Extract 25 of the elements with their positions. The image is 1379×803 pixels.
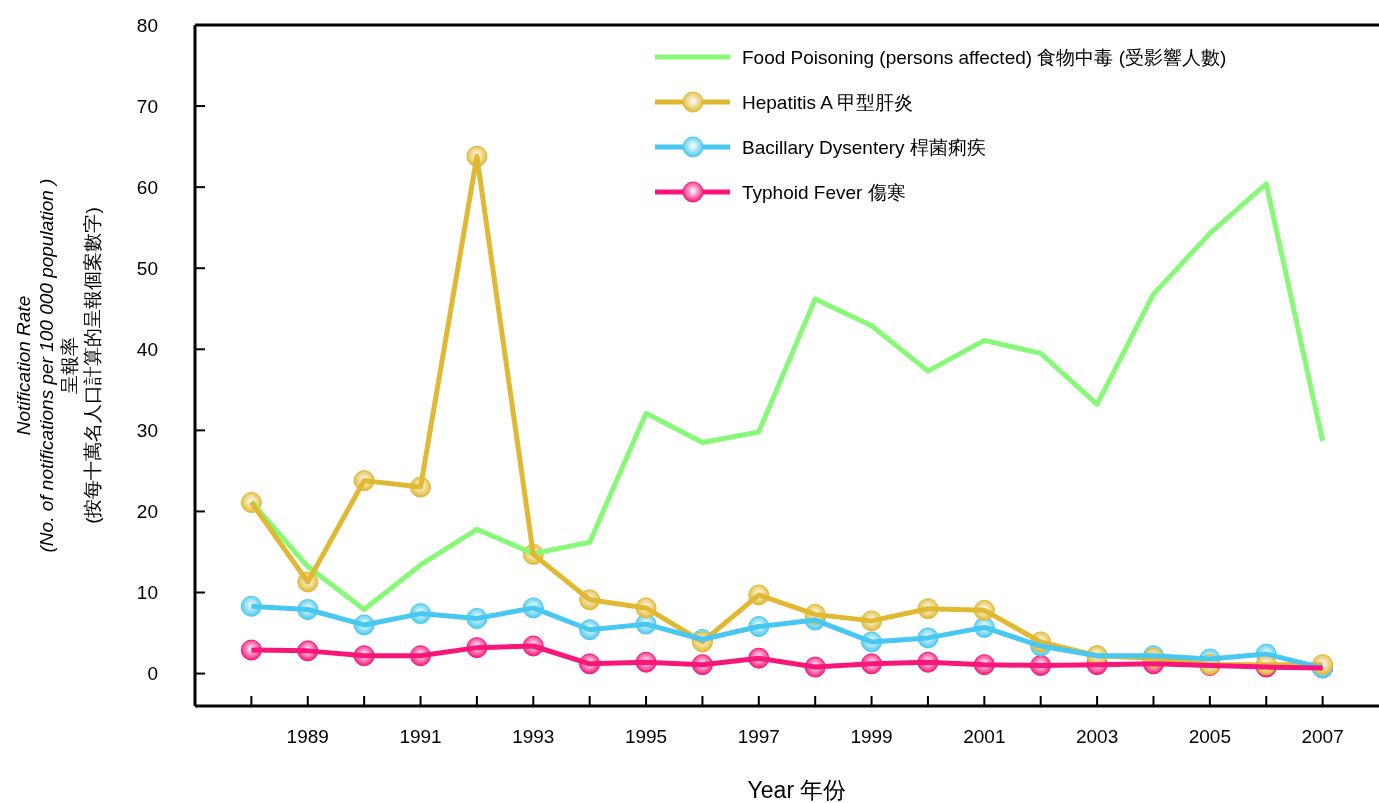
legend-label: Food Poisoning (persons affected) 食物中毒 (受影響人數) <box>742 46 1227 68</box>
legend-label: Hepatitis A 甲型肝炎 <box>742 91 914 113</box>
x-tick-label: 1993 <box>512 726 555 747</box>
x-axis-title: Year 年份 <box>747 777 847 803</box>
y-axis-title: Notification Rate (No. of notifications per 100 000 population ) 呈報率 (按每十萬名人口計算的呈報個案數字) <box>13 178 103 553</box>
x-tick-label: 2005 <box>1188 726 1231 747</box>
y-tick-label: 50 <box>136 257 158 279</box>
y-tick-label: 20 <box>136 501 158 523</box>
legend-label: Bacillary Dysentery 桿菌痢疾 <box>742 136 986 158</box>
x-tick-label: 2007 <box>1301 726 1344 747</box>
x-tick-label: 1991 <box>399 726 442 747</box>
legend-label: Typhoid Fever 傷寒 <box>742 181 906 203</box>
x-tick-label: 1997 <box>737 726 780 747</box>
y-tick-label: 40 <box>136 338 158 360</box>
y-tick-label: 30 <box>136 420 158 442</box>
y-tick-label: 10 <box>136 582 158 604</box>
y-tick-label: 60 <box>136 176 158 198</box>
y-tick-label: 0 <box>147 663 158 685</box>
x-tick-label: 2003 <box>1075 726 1119 747</box>
y-tick-label: 80 <box>136 14 158 36</box>
x-tick-label: 2001 <box>963 726 1006 747</box>
x-tick-label: 1989 <box>286 726 329 747</box>
x-tick-label: 1995 <box>624 726 668 747</box>
y-tick-label: 70 <box>136 95 158 117</box>
x-tick-label: 1999 <box>850 726 893 747</box>
